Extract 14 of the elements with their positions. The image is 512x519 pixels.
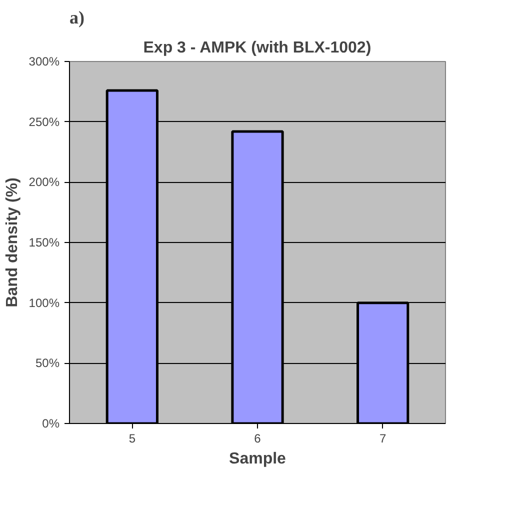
text: a) <box>70 8 84 28</box>
y-tick-label: 150% <box>28 236 60 250</box>
y-tick-label: 0% <box>42 416 60 430</box>
y-axis-title: Band density (%) <box>4 178 21 308</box>
x-tick-label: 5 <box>128 432 136 446</box>
x-tick-label: 6 <box>254 432 262 446</box>
y-tick-label: 100% <box>28 296 60 310</box>
chart-title: Exp 3 - AMPK (with BLX-1002) <box>143 40 372 56</box>
y-tick-label: 250% <box>28 114 60 129</box>
y-tick-label: 50% <box>35 356 60 370</box>
x-axis-title: Sample <box>229 450 286 468</box>
y-tick-label: 300% <box>28 54 60 68</box>
x-tick-label: 7 <box>379 432 386 446</box>
y-tick-label: 200% <box>28 175 60 190</box>
